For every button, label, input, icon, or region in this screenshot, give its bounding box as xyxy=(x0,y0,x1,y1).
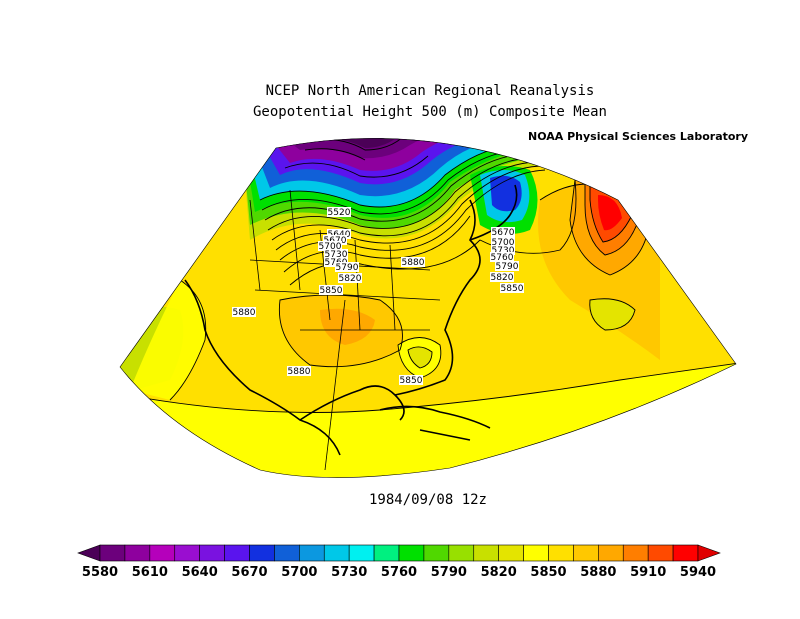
svg-text:5850: 5850 xyxy=(501,284,524,294)
colorbar-tick-label: 5790 xyxy=(431,565,467,580)
contour-label: 5700 xyxy=(318,241,342,252)
colorbar-tick-label: 5880 xyxy=(580,565,616,580)
colorbar-tick-label: 5610 xyxy=(132,565,168,580)
map-outline xyxy=(119,138,737,478)
contour-labels: 5520 5640 5670 5700 5730 5760 5790 5820 … xyxy=(232,207,524,386)
colorbar-swatch xyxy=(224,544,250,562)
svg-text:5820: 5820 xyxy=(491,273,514,283)
svg-text:5790: 5790 xyxy=(496,262,519,272)
svg-text:5670: 5670 xyxy=(492,228,515,238)
svg-text:5850: 5850 xyxy=(400,376,423,386)
contour-label: 5880 xyxy=(401,257,425,268)
contour-label: 5520 xyxy=(327,207,351,218)
colorbar-swatch xyxy=(174,544,200,562)
colorbar-swatch xyxy=(323,544,350,562)
colorbar-swatch xyxy=(423,544,450,562)
contour-label: 5790 xyxy=(335,262,359,273)
svg-text:5700: 5700 xyxy=(319,242,342,252)
colorbar-tick-label: 5580 xyxy=(82,565,118,580)
colorbar-swatch xyxy=(672,544,699,562)
colorbar-tick-label: 5640 xyxy=(182,565,218,580)
contour-label: 5760 xyxy=(490,252,514,263)
contour-label: 5730 xyxy=(491,245,515,256)
title-line-1: NCEP North American Regional Reanalysis xyxy=(265,83,595,99)
colorbar-tick-label: 5730 xyxy=(331,565,367,580)
colorbar-swatch xyxy=(348,544,375,562)
svg-text:5880: 5880 xyxy=(233,308,256,318)
svg-text:5880: 5880 xyxy=(402,258,425,268)
colorbar-swatch xyxy=(249,544,275,562)
colorbar-swatch xyxy=(622,544,649,562)
colorbar-right-arrow xyxy=(697,544,721,562)
svg-text:5790: 5790 xyxy=(336,263,359,273)
colorbar-swatch xyxy=(448,544,475,562)
colorbar-swatch xyxy=(598,544,624,562)
svg-text:5820: 5820 xyxy=(339,274,362,284)
colorbar-swatch xyxy=(149,544,176,562)
colorbar-swatch xyxy=(274,544,300,562)
height-field: 5520 5640 5670 5700 5730 5760 5790 5820 … xyxy=(120,138,736,478)
svg-text:5520: 5520 xyxy=(328,208,351,218)
colorbar-swatch xyxy=(473,544,499,562)
colorbar-tick-label: 5700 xyxy=(281,565,317,580)
contour-label: 5700 xyxy=(491,237,515,248)
contour-label: 5880 xyxy=(287,366,311,377)
date-label: 1984/09/08 12z xyxy=(368,492,487,508)
colorbar-swatch xyxy=(373,544,400,562)
colorbar-tick-label: 5670 xyxy=(231,565,267,580)
colorbar-swatch xyxy=(299,544,325,562)
contour-label: 5790 xyxy=(495,261,519,272)
contour-label: 5730 xyxy=(324,249,348,260)
colorbar-tick-label: 5760 xyxy=(381,565,417,580)
contour-label: 5820 xyxy=(338,273,362,284)
colorbar-left-arrow xyxy=(77,544,101,562)
colorbar-tick-label: 5850 xyxy=(530,565,566,580)
colorbar-swatch xyxy=(398,544,425,562)
colorbar-swatch xyxy=(99,544,126,562)
contour-label: 5850 xyxy=(500,283,524,294)
colorbar-swatch xyxy=(498,544,524,562)
colorbar-swatch xyxy=(523,544,549,562)
svg-text:5880: 5880 xyxy=(288,367,311,377)
contour-label: 5850 xyxy=(399,375,423,386)
contour-label: 5850 xyxy=(319,285,343,296)
contour-label: 5820 xyxy=(490,272,514,283)
svg-text:5760: 5760 xyxy=(491,253,514,263)
credit-label: NOAA Physical Sciences Laboratory xyxy=(528,130,749,143)
colorbar-swatch xyxy=(573,544,599,562)
colorbar-swatch xyxy=(647,544,674,562)
colorbar: 5580 5610 5640 5670 5700 5730 5760 5790 5820 5850… xyxy=(77,544,721,580)
svg-text:5850: 5850 xyxy=(320,286,343,296)
contour-label: 5670 xyxy=(491,227,515,238)
svg-text:5700: 5700 xyxy=(492,238,515,248)
colorbar-tick-label: 5910 xyxy=(630,565,666,580)
svg-text:5730: 5730 xyxy=(325,250,348,260)
colorbar-tick-label: 5940 xyxy=(680,565,716,580)
colorbar-tick-label: 5820 xyxy=(481,565,517,580)
svg-text:5730: 5730 xyxy=(492,246,515,256)
colorbar-swatch xyxy=(199,544,225,562)
colorbar-swatch xyxy=(548,544,574,562)
contour-label: 5880 xyxy=(232,307,256,318)
title-line-2: Geopotential Height 500 (m) Composite Me… xyxy=(252,104,607,120)
colorbar-swatch xyxy=(124,544,151,562)
